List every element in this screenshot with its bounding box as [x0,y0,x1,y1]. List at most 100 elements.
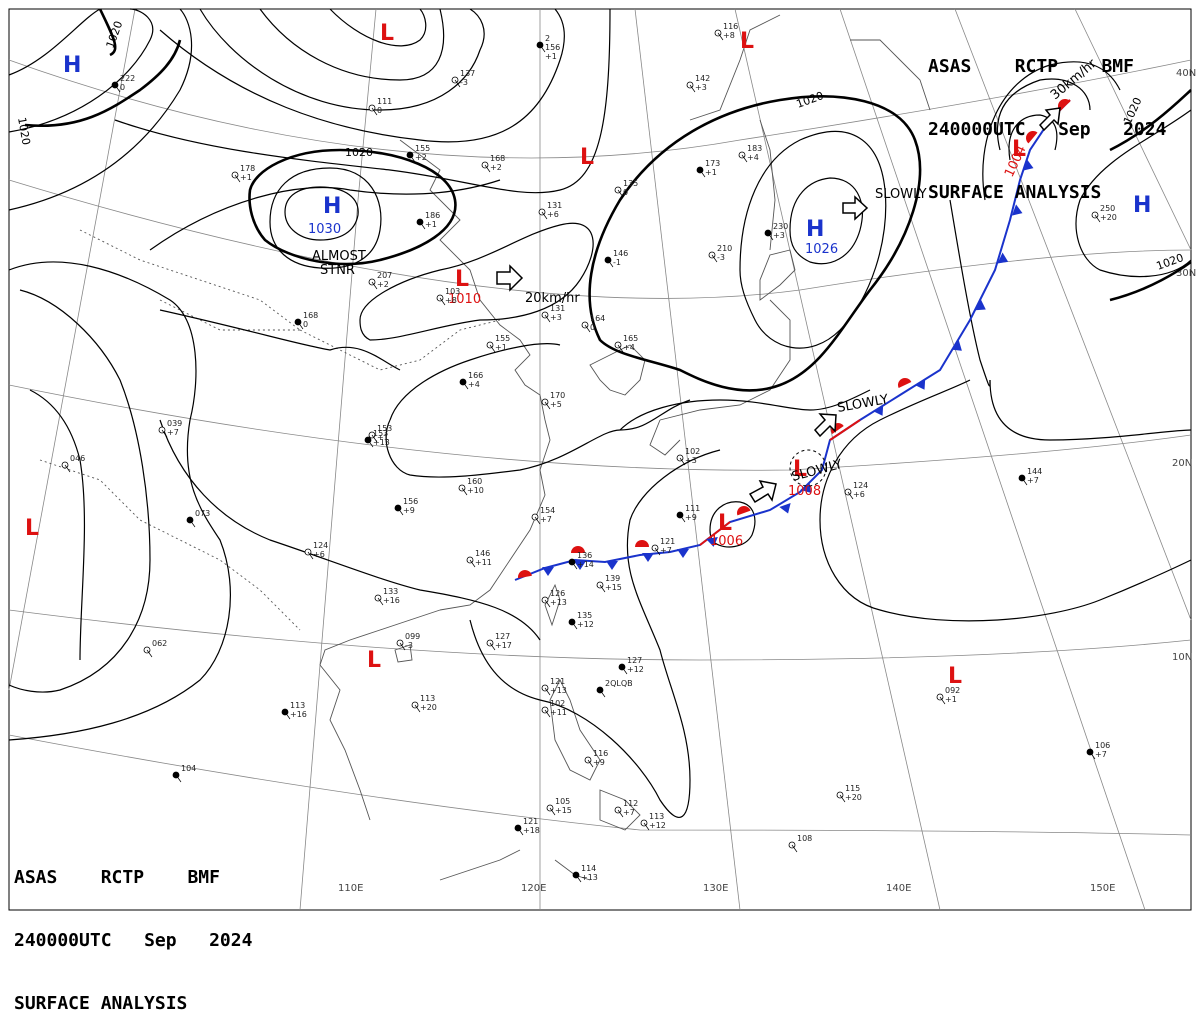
station-value: +5 [550,400,562,409]
station-value: +4 [623,343,635,352]
isobar-china-big [385,399,691,478]
station-value: 115 [845,784,860,793]
coast-luzon [549,678,601,781]
station-value: +6 [547,210,559,219]
station-value: +7 [1027,476,1039,485]
annotation-slowly-1026: SLOWLY [875,187,927,202]
wind-barb [146,649,153,658]
station-value: 156 [545,43,560,52]
station-value: +1 [495,343,507,352]
header-top-time: 240000UTC [928,119,1026,140]
station-value: +1 [705,168,717,177]
wind-barb [599,584,606,593]
station-value: 155 [415,144,430,153]
wind-barb [377,597,384,606]
meridian-110e [299,8,377,911]
station-plot [436,294,446,306]
header-top-line2: 240000UTC Sep 2024 [928,119,1166,140]
coast-japan-honshu [659,299,791,421]
station-value: 154 [540,506,555,515]
wind-barb [679,457,686,466]
low-value-1008: 1008 [788,484,821,499]
wind-barb [1021,477,1028,486]
isobar-south-china [159,419,541,641]
station-value: +15 [605,583,622,592]
cold-front-triangle [1011,204,1023,216]
coast-borneo [439,849,521,881]
station-value: 0 [303,320,308,329]
station-value: 160 [467,477,482,486]
station-value: +13 [581,873,598,882]
high-center-pacific: H [1133,193,1151,218]
isobar-label-3: 1020 [345,146,373,159]
isobar-low-1010 [359,222,594,341]
arrow-high-1026 [842,195,869,221]
isobar-north-3 [329,8,427,47]
station-plot [546,804,556,816]
station-value: 153 [377,424,392,433]
coast-mindanao [599,789,641,831]
station-plot [143,646,153,658]
station-plot [416,218,426,230]
header-bottom-time: 240000UTC [14,930,112,951]
station-value: +17 [495,641,512,650]
station-value: 113 [649,812,664,821]
station-value: 178 [240,164,255,173]
station-plot [936,693,946,705]
station-plot [708,251,718,263]
station-plot [396,639,406,651]
station-plot [568,558,578,570]
station-plot [411,701,421,713]
parallel-10n [8,609,1192,661]
cold-front-triangle [542,567,554,576]
isobar-japan-south [619,389,871,431]
station-value: 136 [577,551,592,560]
isobar-1020-nw [24,39,182,128]
station-value: 073 [195,509,210,518]
border-china-1 [299,319,501,371]
wind-barb [1094,214,1101,223]
station-plot [572,871,582,883]
wind-barb [454,79,461,88]
wind-barb [489,642,496,651]
station-value: 111 [685,504,700,513]
cold-front-triangle [706,536,718,547]
header-top-title: SURFACE ANALYSIS [928,182,1102,203]
station-plot [596,686,606,698]
cold-front-triangle [779,502,791,514]
station-value: 116 [593,749,608,758]
isobar-h1026-mid [739,130,887,349]
station-value: 039 [167,419,182,428]
isobar-low-1004 [996,78,1091,151]
header-top-region: ASAS [928,56,972,77]
header-bottom-station: RCTP [100,867,145,888]
wind-barb [847,491,854,500]
border-china-2 [159,299,300,331]
header-top-source: BMF [1101,56,1134,77]
station-value: 250 [1100,204,1115,213]
meridian-170e [1074,8,1192,251]
wind-barb [617,189,624,198]
station-value: +16 [383,596,400,605]
station-value: +11 [475,558,492,567]
station-value: 155 [495,334,510,343]
station-value: 139 [605,574,620,583]
station-value: +6 [313,550,325,559]
station-value: +6 [853,490,865,499]
station-plot [541,398,551,410]
wind-barb [534,516,541,525]
pressure-centers: H H H H L L L L L L L L L L [25,21,1151,689]
header-bottom-region: ASAS [14,867,58,888]
station-plot [281,708,291,720]
isobar-h1026-inner [789,177,863,265]
cold-front-triangle [872,405,884,416]
wind-barb [767,232,774,241]
station-plot [844,488,854,500]
station-value: 135 [577,611,592,620]
meridian-160e [954,8,1192,621]
parallel-0 [8,734,1192,836]
cold-front-triangle [800,482,811,493]
coast-taiwan [544,583,561,627]
low-value-1006: 1006 [710,534,743,549]
station-value: +4 [747,153,759,162]
